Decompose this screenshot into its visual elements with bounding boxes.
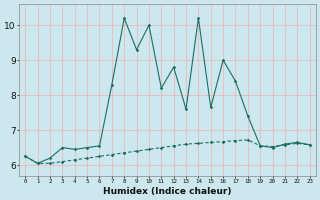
X-axis label: Humidex (Indice chaleur): Humidex (Indice chaleur) (103, 187, 232, 196)
